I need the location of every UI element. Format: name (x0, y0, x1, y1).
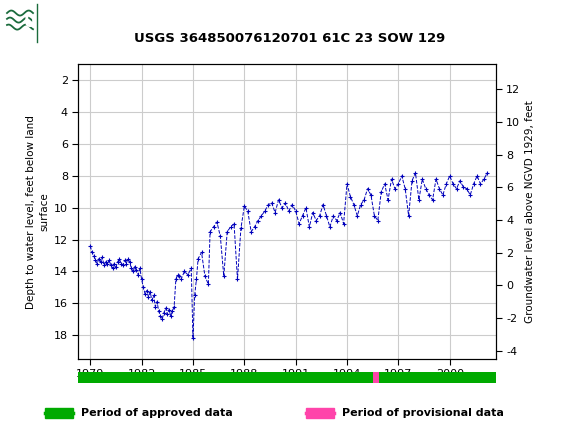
Text: USGS: USGS (24, 15, 71, 30)
Text: Period of approved data: Period of approved data (81, 408, 233, 418)
Bar (5, 3, 73, 42)
Bar (306, 408, 335, 418)
Text: Period of provisional data: Period of provisional data (342, 408, 504, 418)
Y-axis label: Groundwater level above NGVD 1929, feet: Groundwater level above NGVD 1929, feet (524, 100, 535, 323)
Text: USGS 364850076120701 61C 23 SOW 129: USGS 364850076120701 61C 23 SOW 129 (135, 32, 445, 45)
Y-axis label: Depth to water level, feet below land
surface: Depth to water level, feet below land su… (27, 115, 50, 309)
Bar (373, 372, 379, 383)
Bar (45, 408, 73, 418)
